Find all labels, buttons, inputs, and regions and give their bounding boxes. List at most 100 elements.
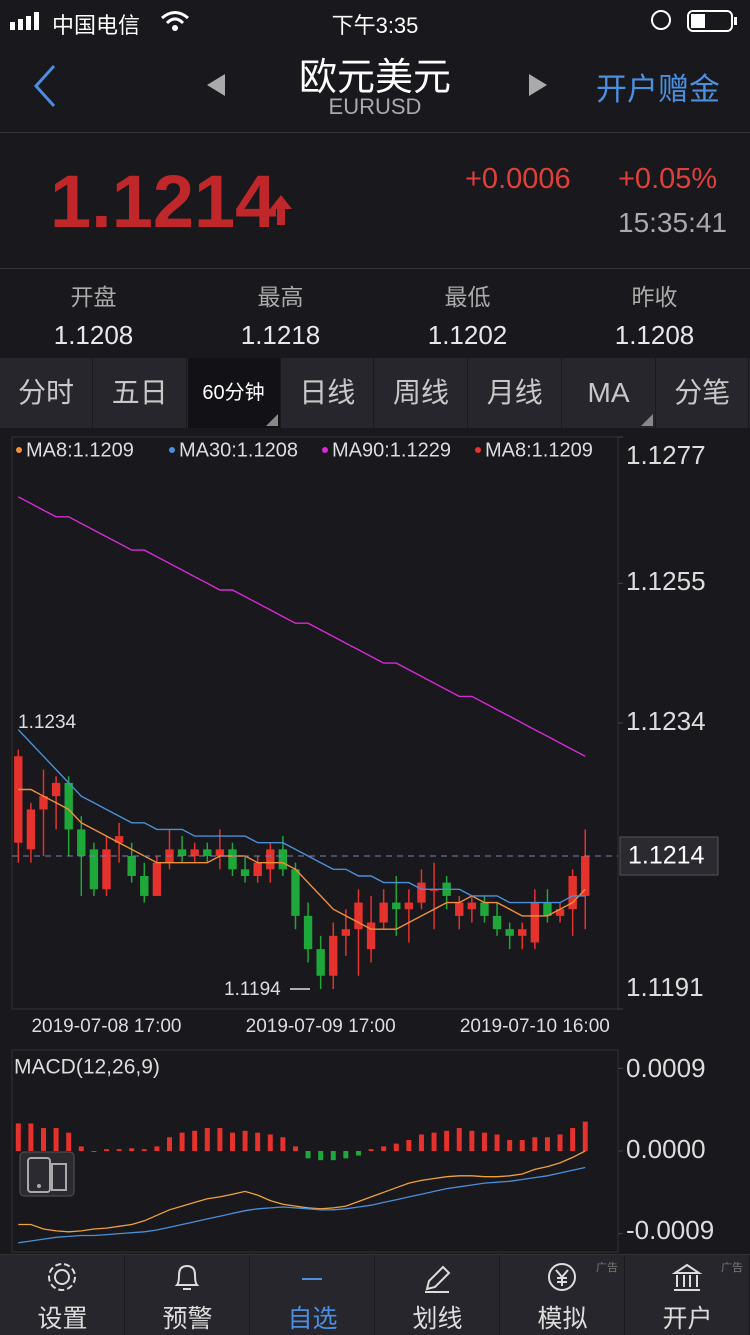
quote-time: 15:35:41 [618, 207, 727, 238]
nav-icon [671, 1263, 703, 1291]
candle-body [417, 882, 426, 903]
macd-line [18, 1166, 586, 1244]
macd-bar [544, 1137, 550, 1151]
candle-body [505, 929, 514, 936]
x-tick-label: 2019-07-08 17:00 [31, 1016, 181, 1037]
macd-bar [141, 1149, 147, 1151]
period-tab[interactable]: 周线 [375, 358, 468, 428]
macd-bar [330, 1151, 336, 1161]
period-tab[interactable]: 分笔 [656, 358, 750, 428]
macd-bar [481, 1132, 487, 1151]
clock: 下午3:35 [331, 13, 419, 38]
next-button[interactable] [525, 72, 549, 98]
nav-item[interactable]: 预警 [125, 1255, 250, 1335]
up-arrow [270, 195, 292, 225]
candle-body [26, 809, 36, 850]
period-tab[interactable]: 五日 [94, 358, 187, 428]
macd-bar [368, 1149, 374, 1151]
candle-body [291, 869, 300, 916]
macd-bar [444, 1130, 450, 1151]
last-price: 1.1214 [50, 160, 277, 243]
period-tab[interactable]: 日线 [281, 358, 375, 428]
nav-item[interactable]: 模拟 [500, 1255, 625, 1335]
prev-button[interactable] [205, 72, 229, 98]
macd-bar [255, 1132, 261, 1151]
macd-bar [53, 1128, 59, 1151]
stat: 开盘 1.1208 [0, 278, 187, 351]
macd-bar [280, 1137, 286, 1151]
macd-bar [78, 1146, 84, 1151]
plot-frame [11, 436, 619, 1010]
x-tick-label: 2019-07-10 16:00 [460, 1016, 610, 1037]
candle-body [140, 875, 149, 896]
candle-body [39, 796, 48, 810]
open-account-button[interactable]: 开户赠金 [596, 72, 720, 107]
macd-bar [166, 1137, 172, 1151]
nav-item[interactable]: 划线 [375, 1255, 500, 1335]
macd-bar [507, 1139, 513, 1151]
candle-body [228, 849, 237, 870]
signal-icon [10, 12, 39, 30]
candle-body [64, 782, 73, 830]
instrument-title: 欧元美元 [298, 57, 451, 99]
candle-body [480, 902, 489, 916]
candle-body [366, 922, 376, 950]
candle-body [51, 782, 61, 797]
ma-line [18, 788, 586, 930]
back-button[interactable] [30, 62, 60, 112]
macd-bar [28, 1123, 34, 1151]
legend-dot [169, 447, 175, 453]
y-tick-label: 0.0000 [626, 1134, 706, 1164]
nav-item[interactable]: 设置 [0, 1255, 125, 1335]
macd-bar [343, 1151, 349, 1159]
candle-body [568, 875, 577, 910]
period-tab[interactable]: 60分钟 [187, 358, 281, 428]
macd-bar [103, 1149, 109, 1151]
stat-label: 昨收 [631, 284, 678, 310]
macd-bar [40, 1128, 46, 1151]
macd-bar [66, 1132, 72, 1151]
candle-body [467, 902, 477, 910]
legend-label: MA8:1.1209 [26, 439, 134, 461]
macd-bar [179, 1132, 185, 1151]
period-tab[interactable]: 月线 [469, 358, 562, 428]
macd-bar [217, 1128, 223, 1151]
rotate-button[interactable] [19, 1151, 75, 1197]
stat-label: 最低 [444, 284, 491, 310]
macd-bar [557, 1134, 563, 1151]
y-tick-label: -0.0009 [626, 1215, 714, 1245]
macd-bar [229, 1132, 235, 1151]
candle-body [190, 849, 199, 857]
legend-dot [322, 447, 328, 453]
last-price-box [619, 836, 719, 876]
max-label: 1.1234 [18, 712, 77, 733]
candle-body [240, 869, 250, 876]
macd-bar [355, 1151, 361, 1156]
stat: 最低 1.1202 [374, 278, 561, 351]
candle-body [215, 849, 225, 857]
header: 欧元美元 EURUSD 开户赠金 [0, 40, 750, 133]
ad-label: 广告 [596, 1262, 618, 1274]
period-tab[interactable]: MA [563, 358, 656, 428]
ma-line [17, 729, 586, 904]
stats-row: 开盘 1.1208 最高 1.1218 最低 1.1202 昨收 1.1208 [0, 270, 750, 356]
period-tab[interactable]: 分时 [0, 358, 93, 428]
nav-label: 设置 [37, 1305, 88, 1333]
nav-item[interactable]: 自选 [250, 1255, 375, 1335]
nav-label: 自选 [287, 1305, 338, 1333]
candle-body [278, 849, 288, 870]
candle-body [581, 856, 590, 896]
legend-label: MA30:1.1208 [179, 439, 298, 461]
nav-label: 预警 [162, 1305, 213, 1333]
stat-value: 1.1218 [240, 320, 321, 350]
stat: 最高 1.1218 [187, 278, 374, 351]
macd-frame [11, 1049, 619, 1253]
candle-body [114, 836, 124, 843]
candle-body [429, 889, 439, 891]
candle-body [316, 949, 325, 976]
dropdown-corner [640, 414, 653, 426]
legend-dot [16, 447, 22, 453]
candle-body [102, 849, 111, 890]
macd-bar [91, 1151, 97, 1152]
